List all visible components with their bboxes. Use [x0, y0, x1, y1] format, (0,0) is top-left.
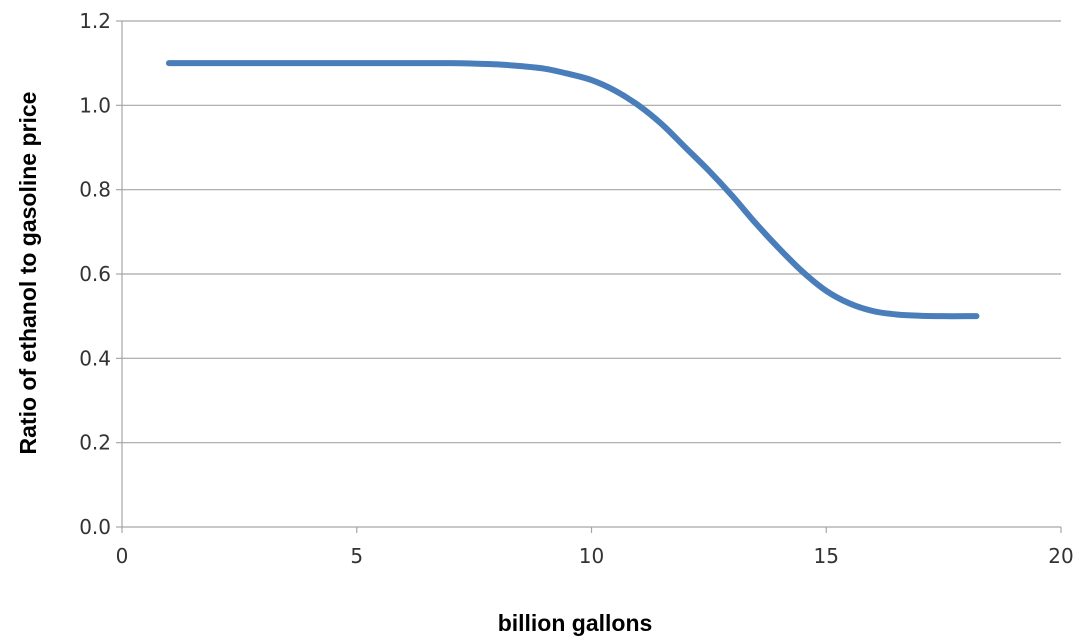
gridlines	[122, 20, 1061, 444]
x-tick-label: 15	[814, 544, 839, 568]
axes	[116, 20, 1062, 533]
x-tick-label: 20	[1048, 544, 1073, 568]
x-tick-label: 0	[116, 544, 129, 568]
y-tick-label: 0.2	[79, 431, 111, 455]
x-tick-label: 5	[350, 544, 363, 568]
x-tick-labels: 0 5 10 15 20	[116, 544, 1074, 568]
y-tick-label: 0.8	[79, 178, 111, 202]
y-axis-title: Ratio of ethanol to gasoline price	[15, 92, 41, 455]
y-tick-label: 0.0	[79, 515, 111, 539]
y-tick-label: 0.6	[79, 262, 111, 286]
y-tick-label: 1.2	[79, 9, 111, 33]
x-tick-label: 10	[579, 544, 604, 568]
y-tick-labels: 0.0 0.2 0.4 0.6 0.8 1.0 1.2	[79, 9, 111, 539]
series-line-0	[165, 60, 980, 320]
series-layer	[165, 60, 980, 320]
y-tick-label: 0.4	[79, 346, 111, 370]
x-axis-title: billion gallons	[498, 610, 653, 636]
y-tick-label: 1.0	[79, 93, 111, 117]
